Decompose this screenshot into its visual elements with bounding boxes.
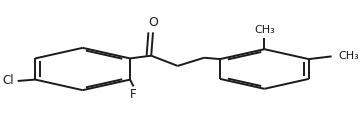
- Text: Cl: Cl: [3, 75, 14, 87]
- Text: O: O: [148, 16, 158, 29]
- Text: CH₃: CH₃: [254, 25, 275, 35]
- Text: CH₃: CH₃: [339, 51, 360, 61]
- Text: F: F: [130, 88, 137, 101]
